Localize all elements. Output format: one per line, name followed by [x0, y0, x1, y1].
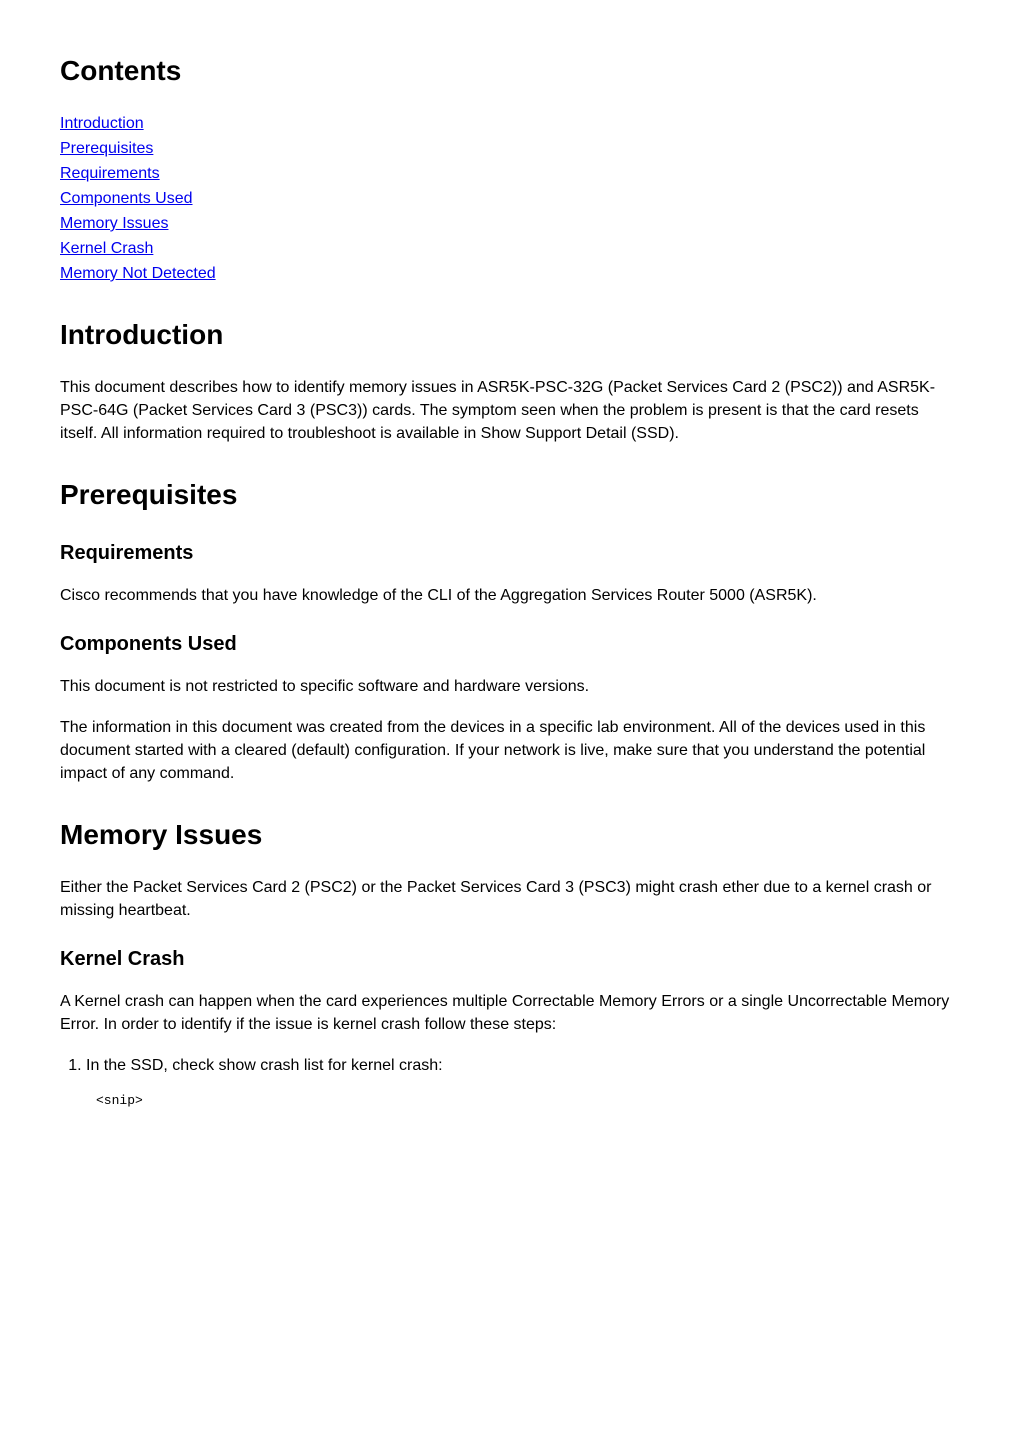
toc-link-components-used[interactable]: Components Used [60, 187, 960, 211]
components-used-body1: This document is not restricted to speci… [60, 675, 960, 698]
kernel-crash-step1: In the SSD, check show crash list for ke… [86, 1054, 960, 1077]
toc-link-requirements[interactable]: Requirements [60, 162, 960, 186]
memory-issues-body: Either the Packet Services Card 2 (PSC2)… [60, 876, 960, 922]
toc-link-memory-issues[interactable]: Memory Issues [60, 212, 960, 236]
components-used-body2: The information in this document was cre… [60, 716, 960, 786]
table-of-contents: Introduction Prerequisites Requirements … [60, 112, 960, 286]
requirements-heading: Requirements [60, 538, 960, 568]
components-used-heading: Components Used [60, 629, 960, 659]
memory-issues-heading: Memory Issues [60, 814, 960, 856]
introduction-heading: Introduction [60, 314, 960, 356]
introduction-body: This document describes how to identify … [60, 376, 960, 446]
toc-link-prerequisites[interactable]: Prerequisites [60, 137, 960, 161]
kernel-crash-steps: In the SSD, check show crash list for ke… [86, 1054, 960, 1077]
toc-link-kernel-crash[interactable]: Kernel Crash [60, 237, 960, 261]
kernel-crash-heading: Kernel Crash [60, 944, 960, 974]
toc-link-memory-not-detected[interactable]: Memory Not Detected [60, 262, 960, 286]
contents-heading: Contents [60, 50, 960, 92]
requirements-body: Cisco recommends that you have knowledge… [60, 584, 960, 607]
kernel-crash-body: A Kernel crash can happen when the card … [60, 990, 960, 1036]
prerequisites-heading: Prerequisites [60, 474, 960, 516]
code-snippet: <snip> [96, 1091, 960, 1111]
toc-link-introduction[interactable]: Introduction [60, 112, 960, 136]
